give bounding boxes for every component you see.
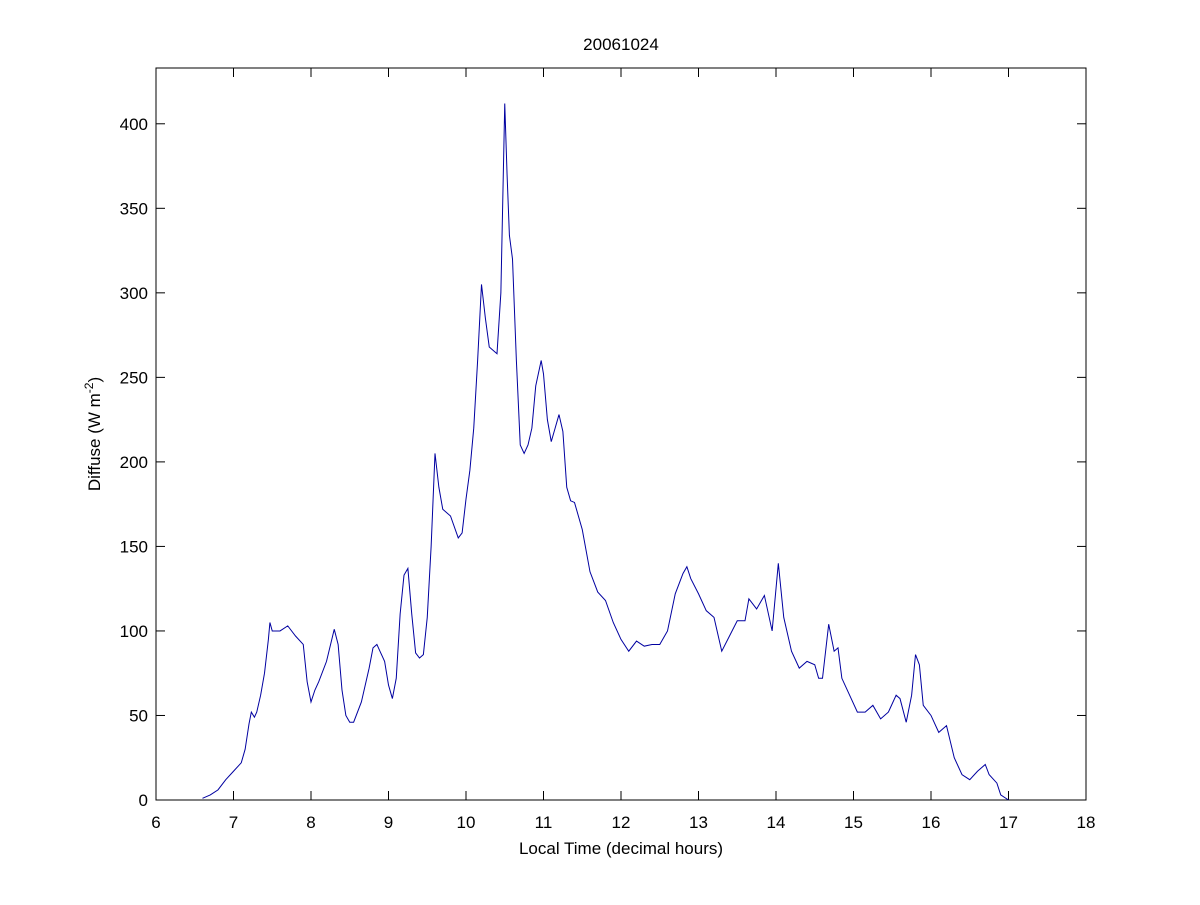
x-tick-label: 6	[151, 813, 160, 832]
x-tick-label: 11	[535, 813, 553, 832]
y-tick-label: 200	[120, 453, 148, 472]
x-axis-label: Local Time (decimal hours)	[519, 839, 723, 858]
y-axis-label-part: )	[85, 377, 104, 383]
chart-title: 20061024	[583, 35, 659, 54]
y-tick-label: 250	[120, 368, 148, 387]
y-tick-label: 0	[139, 791, 148, 810]
x-tick-label: 14	[767, 813, 786, 832]
y-tick-label: 50	[129, 706, 148, 725]
y-tick-label: 350	[120, 199, 148, 218]
x-tick-label: 17	[999, 813, 1018, 832]
x-tick-label: 8	[306, 813, 315, 832]
y-tick-label: 100	[120, 622, 148, 641]
plot-box	[155, 67, 1087, 801]
x-tick-label: 10	[457, 813, 476, 832]
x-tick-label: 12	[612, 813, 631, 832]
x-tick-label: 18	[1077, 813, 1096, 832]
y-axis-label-sup: -2	[82, 382, 96, 393]
y-tick-label: 400	[120, 115, 148, 134]
x-tick-label: 13	[689, 813, 708, 832]
data-line	[202, 103, 1009, 801]
y-tick-label: 150	[120, 537, 148, 556]
y-axis-label: Diffuse (W m-2)	[82, 377, 104, 491]
y-tick-label: 300	[120, 284, 148, 303]
x-tick-label: 15	[844, 813, 863, 832]
y-axis-label-part: Diffuse (W m	[85, 393, 104, 491]
x-tick-label: 16	[922, 813, 941, 832]
x-tick-label: 9	[384, 813, 393, 832]
x-tick-label: 7	[229, 813, 238, 832]
